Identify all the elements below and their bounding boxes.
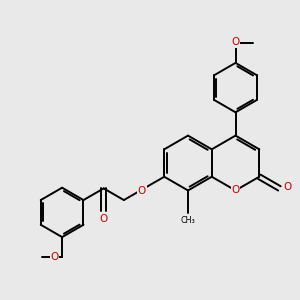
- Text: O: O: [231, 185, 240, 196]
- Text: O: O: [283, 182, 291, 192]
- Text: O: O: [100, 214, 108, 224]
- Text: O: O: [50, 252, 59, 262]
- Text: O: O: [138, 186, 146, 196]
- Text: CH₃: CH₃: [181, 216, 195, 225]
- Text: O: O: [231, 37, 240, 47]
